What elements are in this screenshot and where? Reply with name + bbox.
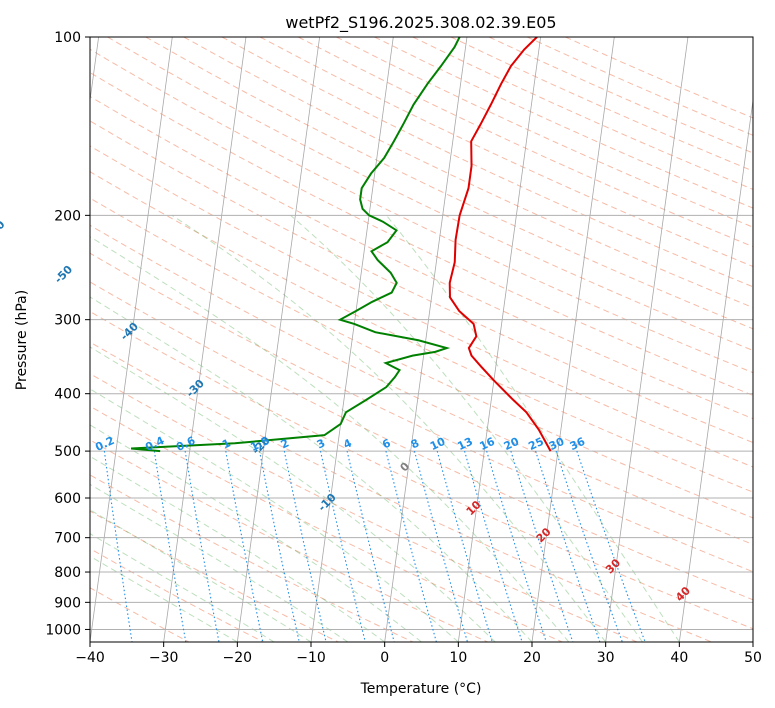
moist-adiabat — [90, 296, 533, 642]
chart-title: wetPf2_S196.2025.308.02.39.E05 — [285, 13, 556, 33]
isotherm-line — [236, 37, 321, 642]
isotherm-label: -50 — [52, 263, 75, 286]
dry-adiabat — [221, 37, 753, 288]
mixing-ratio-line — [464, 450, 523, 642]
dry-adiabat — [90, 439, 488, 642]
mixing-ratio-line — [486, 450, 547, 642]
y-tick-label: 600 — [54, 491, 81, 507]
dry-adiabat — [107, 37, 753, 352]
isotherm-line — [163, 37, 247, 642]
dry-adiabat — [90, 587, 190, 642]
y-tick-label: 300 — [54, 313, 81, 329]
isotherm-line — [310, 37, 394, 642]
mixing-ratio-line — [535, 450, 601, 642]
mixing-ratio-line — [258, 450, 300, 642]
moist-adiabat — [90, 533, 275, 642]
mixing-ratio-line — [225, 451, 264, 642]
mixing-ratio-line — [283, 450, 327, 642]
y-tick-label: 500 — [54, 444, 81, 460]
mixing-ratio-label: 36 — [568, 435, 588, 453]
mixing-ratio-line — [385, 450, 437, 642]
y-tick-label: 1000 — [45, 622, 81, 638]
plot-background — [90, 37, 753, 642]
plot-frame — [89, 36, 754, 643]
dry-adiabat — [90, 341, 712, 642]
moist-adiabat — [90, 509, 312, 642]
moist-adiabat — [90, 346, 496, 642]
isotherm-line — [531, 37, 615, 642]
isotherm-label: -60 — [0, 218, 8, 241]
isotherm-line — [384, 37, 468, 642]
y-tick-label: 200 — [54, 208, 81, 224]
dry-adiabat — [90, 197, 753, 519]
moist-adiabat — [90, 483, 349, 642]
mixing-ratio-line — [413, 450, 469, 642]
dry-adiabat — [90, 405, 563, 642]
mixing-ratio-line — [103, 451, 133, 642]
x-tick-label: −30 — [149, 650, 179, 666]
mixing-ratio-line — [346, 450, 395, 642]
isotherm-line — [90, 37, 173, 642]
y-tick-label: 700 — [54, 531, 81, 547]
x-tick-label: 20 — [523, 650, 541, 666]
temperature-profile — [448, 37, 552, 452]
x-tick-label: 30 — [597, 650, 615, 666]
dry-adiabat — [145, 37, 753, 330]
moist-adiabat — [385, 215, 680, 642]
mixing-ratio-line — [555, 450, 623, 642]
moist-adiabat — [171, 214, 607, 642]
mixing-ratio-label: 25 — [526, 435, 545, 453]
mixing-ratio-label: 10 — [428, 435, 448, 453]
y-tick-label: 100 — [54, 30, 81, 46]
dry-adiabat — [90, 171, 753, 493]
y-axis-label: Pressure (hPa) — [14, 290, 30, 390]
moist-adiabat — [90, 455, 385, 642]
dry-adiabat — [90, 224, 753, 545]
dewpoint-profile — [130, 37, 461, 453]
mixing-ratio-line — [319, 450, 366, 642]
y-tick-label: 400 — [54, 387, 81, 403]
moist-adiabat — [90, 388, 459, 642]
isotherm-line — [678, 97, 753, 642]
isotherm-line — [457, 37, 542, 642]
x-tick-label: 50 — [744, 650, 762, 666]
y-tick-label: 800 — [54, 565, 81, 581]
mixing-ratio-label: 30 — [547, 435, 567, 453]
x-tick-label: 10 — [449, 650, 467, 666]
mixing-ratio-line — [510, 450, 574, 642]
y-tick-label: 900 — [54, 595, 81, 611]
dry-adiabat — [90, 548, 264, 642]
isotherm-line — [605, 37, 689, 642]
x-tick-label: −40 — [75, 650, 105, 666]
moist-adiabat — [90, 555, 238, 642]
x-tick-label: 40 — [670, 650, 688, 666]
isotherm-line — [752, 639, 753, 642]
x-tick-label: 0 — [380, 650, 389, 666]
x-tick-label: −10 — [296, 650, 326, 666]
x-axis-label: Temperature (°C) — [360, 681, 482, 697]
dry-adiabat — [183, 37, 753, 309]
mixing-ratio-line — [436, 450, 493, 642]
dry-adiabat — [90, 373, 638, 642]
x-tick-label: −20 — [223, 650, 253, 666]
moist-adiabat — [90, 424, 422, 642]
mixing-ratio-label: 13 — [455, 435, 474, 453]
mixing-ratio-label: 16 — [478, 435, 498, 453]
mixing-ratio-label: 20 — [502, 435, 522, 453]
